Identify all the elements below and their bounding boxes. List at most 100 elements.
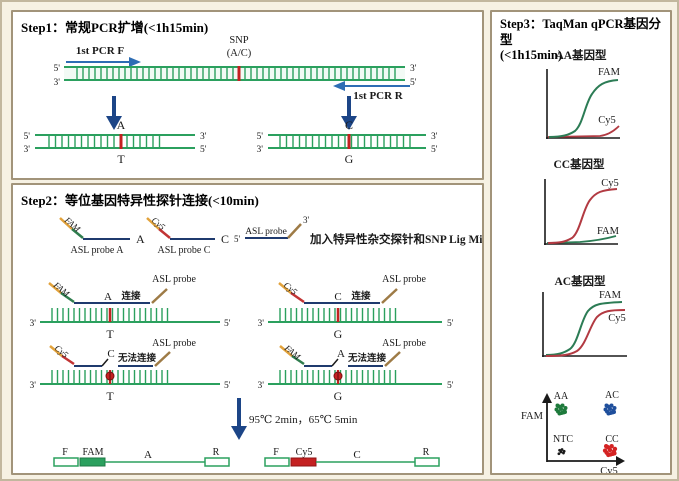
end-label: 3': [24, 145, 31, 155]
snp-label: SNP: [229, 35, 248, 46]
asl-probe-label: ASL probe: [152, 274, 196, 285]
main-dna-duplex: 5' 3' 3' 5': [54, 64, 417, 88]
cy5-dye-label: Cy5: [282, 280, 300, 297]
asl-probe-generic: 5' ASL probe 3': [234, 215, 310, 244]
curve-label: FAM: [598, 67, 621, 78]
probe-base: A: [337, 348, 345, 360]
fam-dye-label: FAM: [62, 214, 83, 234]
template-base: G: [334, 327, 343, 341]
insert-label: A: [144, 449, 152, 461]
cy5-dye-label: Cy5: [150, 215, 168, 232]
down-arrow-icon: [231, 398, 247, 440]
asl-probe-c: Cy5 C ASL probe C: [146, 215, 229, 256]
base-g: G: [345, 152, 354, 166]
end-label: 5': [224, 319, 231, 329]
end-label: 5': [257, 132, 264, 142]
product-cy5-c: F Cy5 C R: [264, 447, 440, 467]
primer-r-label: R: [423, 447, 430, 458]
chart-title: CC基因型: [553, 157, 605, 171]
end-label: 3': [54, 78, 61, 88]
end-label: 3': [258, 381, 265, 391]
curve-label: Cy5: [608, 313, 626, 324]
step2-diagram: FAM A ASL probe A Cy5 C ASL probe C 5' A…: [30, 214, 482, 467]
cy5-curve: [545, 309, 626, 357]
mismatch-fam-a-g: ASL probe FAM A 无法连接 3' 5' G: [258, 338, 454, 403]
probe-name: ASL probe A: [71, 245, 125, 256]
end-label: 3': [257, 145, 264, 155]
primer-f-label: F: [62, 447, 68, 458]
cluster-aa: [554, 403, 568, 416]
no-ligation-label: 无法连接: [347, 352, 387, 364]
qpcr-chart-aa: AA基因型 FAM Cy5: [546, 48, 621, 139]
curve-label: Cy5: [598, 115, 616, 126]
probe-base: C: [334, 291, 341, 303]
template-base: T: [106, 327, 114, 341]
cluster-cc: [602, 443, 618, 458]
chart-title: AC基因型: [554, 274, 606, 288]
cluster-ntc: [557, 448, 566, 456]
curve-label: Cy5: [601, 178, 619, 189]
genotype-scatter-plot: FAM Cy5 AA AC NTC CC: [521, 390, 625, 473]
fam-curve: [548, 79, 619, 138]
probe-base: A: [136, 232, 145, 246]
pcr-r-label: 1st PCR R: [353, 90, 404, 102]
probe-name: ASL probe: [245, 227, 287, 237]
cy5-curve: [547, 125, 620, 138]
end-label: 5': [54, 64, 61, 74]
end-label: 5': [447, 319, 454, 329]
cluster-label-ac: AC: [605, 390, 619, 401]
end-label: 5': [224, 381, 231, 391]
end-label: 5': [234, 234, 241, 244]
template-base: G: [334, 389, 343, 403]
end-label: 5': [431, 145, 438, 155]
chart-title: AA基因型: [555, 48, 607, 62]
step1-title: Step1：常规PCR扩增(<1h15min): [21, 20, 209, 35]
probe-base: C: [107, 348, 114, 360]
snp-alleles-label: (A/C): [227, 48, 252, 59]
end-label: 5': [447, 381, 454, 391]
step1-panel: Step1：常规PCR扩增(<1h15min) 1st PCR F SNP (A…: [11, 10, 484, 180]
primer-f-label: F: [273, 447, 279, 458]
allele-a-duplex: A 5' 3' 3' 5' T: [24, 118, 207, 166]
asl-probe-label: ASL probe: [152, 338, 196, 349]
no-ligation-label: 无法连接: [117, 352, 157, 364]
allele-c-duplex: C 5' 3' 3' 5' G: [257, 118, 438, 166]
hybridization-cy5-c-g: ASL probe Cy5 C 连接 3' 5' G: [258, 274, 454, 341]
cy5-curve: [547, 188, 618, 244]
hybridization-fam-a-t: ASL probe FAM A 连接 3' 5' T: [30, 274, 231, 341]
ligation-label: 连接: [121, 290, 141, 302]
base-a: A: [117, 118, 126, 132]
primer-r-label: R: [213, 447, 220, 458]
cluster-label-ntc: NTC: [553, 434, 573, 445]
end-label: 5': [410, 78, 417, 88]
pcr-f-arrow-icon: [66, 57, 141, 67]
x-axis-arrow-icon: [616, 456, 625, 466]
qpcr-chart-cc: CC基因型 Cy5 FAM: [544, 157, 620, 245]
mismatch-cy5-c-t: ASL probe Cy5 C 无法连接 3' 5' T: [30, 338, 231, 403]
curve-label: FAM: [599, 290, 622, 301]
curve-label: FAM: [597, 226, 620, 237]
ligation-label: 连接: [351, 290, 371, 302]
step2-title: Step2：等位基因特异性探针连接(<10min): [21, 193, 259, 208]
end-label: 3': [30, 381, 37, 391]
base-c: C: [345, 118, 353, 132]
pcr-r-arrow-icon: [333, 81, 410, 91]
fam-block-label: FAM: [83, 447, 104, 458]
cluster-label-cc: CC: [605, 434, 619, 445]
end-label: 3': [303, 215, 310, 225]
insert-label: C: [353, 449, 360, 461]
probe-name: ASL probe C: [158, 245, 211, 256]
fam-curve: [546, 235, 617, 244]
step3-title-line2: (<1h15min): [500, 48, 562, 63]
cy5-dye-label: Cy5: [53, 343, 71, 360]
y-axis-label: FAM: [521, 411, 544, 422]
step3-title: Step3：TaqMan qPCR基因分型 (<1h15min): [500, 17, 670, 64]
end-label: 5': [200, 145, 207, 155]
down-arrow-icon: [341, 96, 357, 130]
probe-base: C: [221, 232, 229, 246]
add-mix-text: 加入特异性杂交探针和SNP Lig Mix: [309, 232, 482, 246]
y-axis-arrow-icon: [542, 393, 552, 403]
step1-diagram: 1st PCR F SNP (A/C) 5' 3' 3' 5': [24, 35, 438, 166]
end-label: 3': [431, 132, 438, 142]
